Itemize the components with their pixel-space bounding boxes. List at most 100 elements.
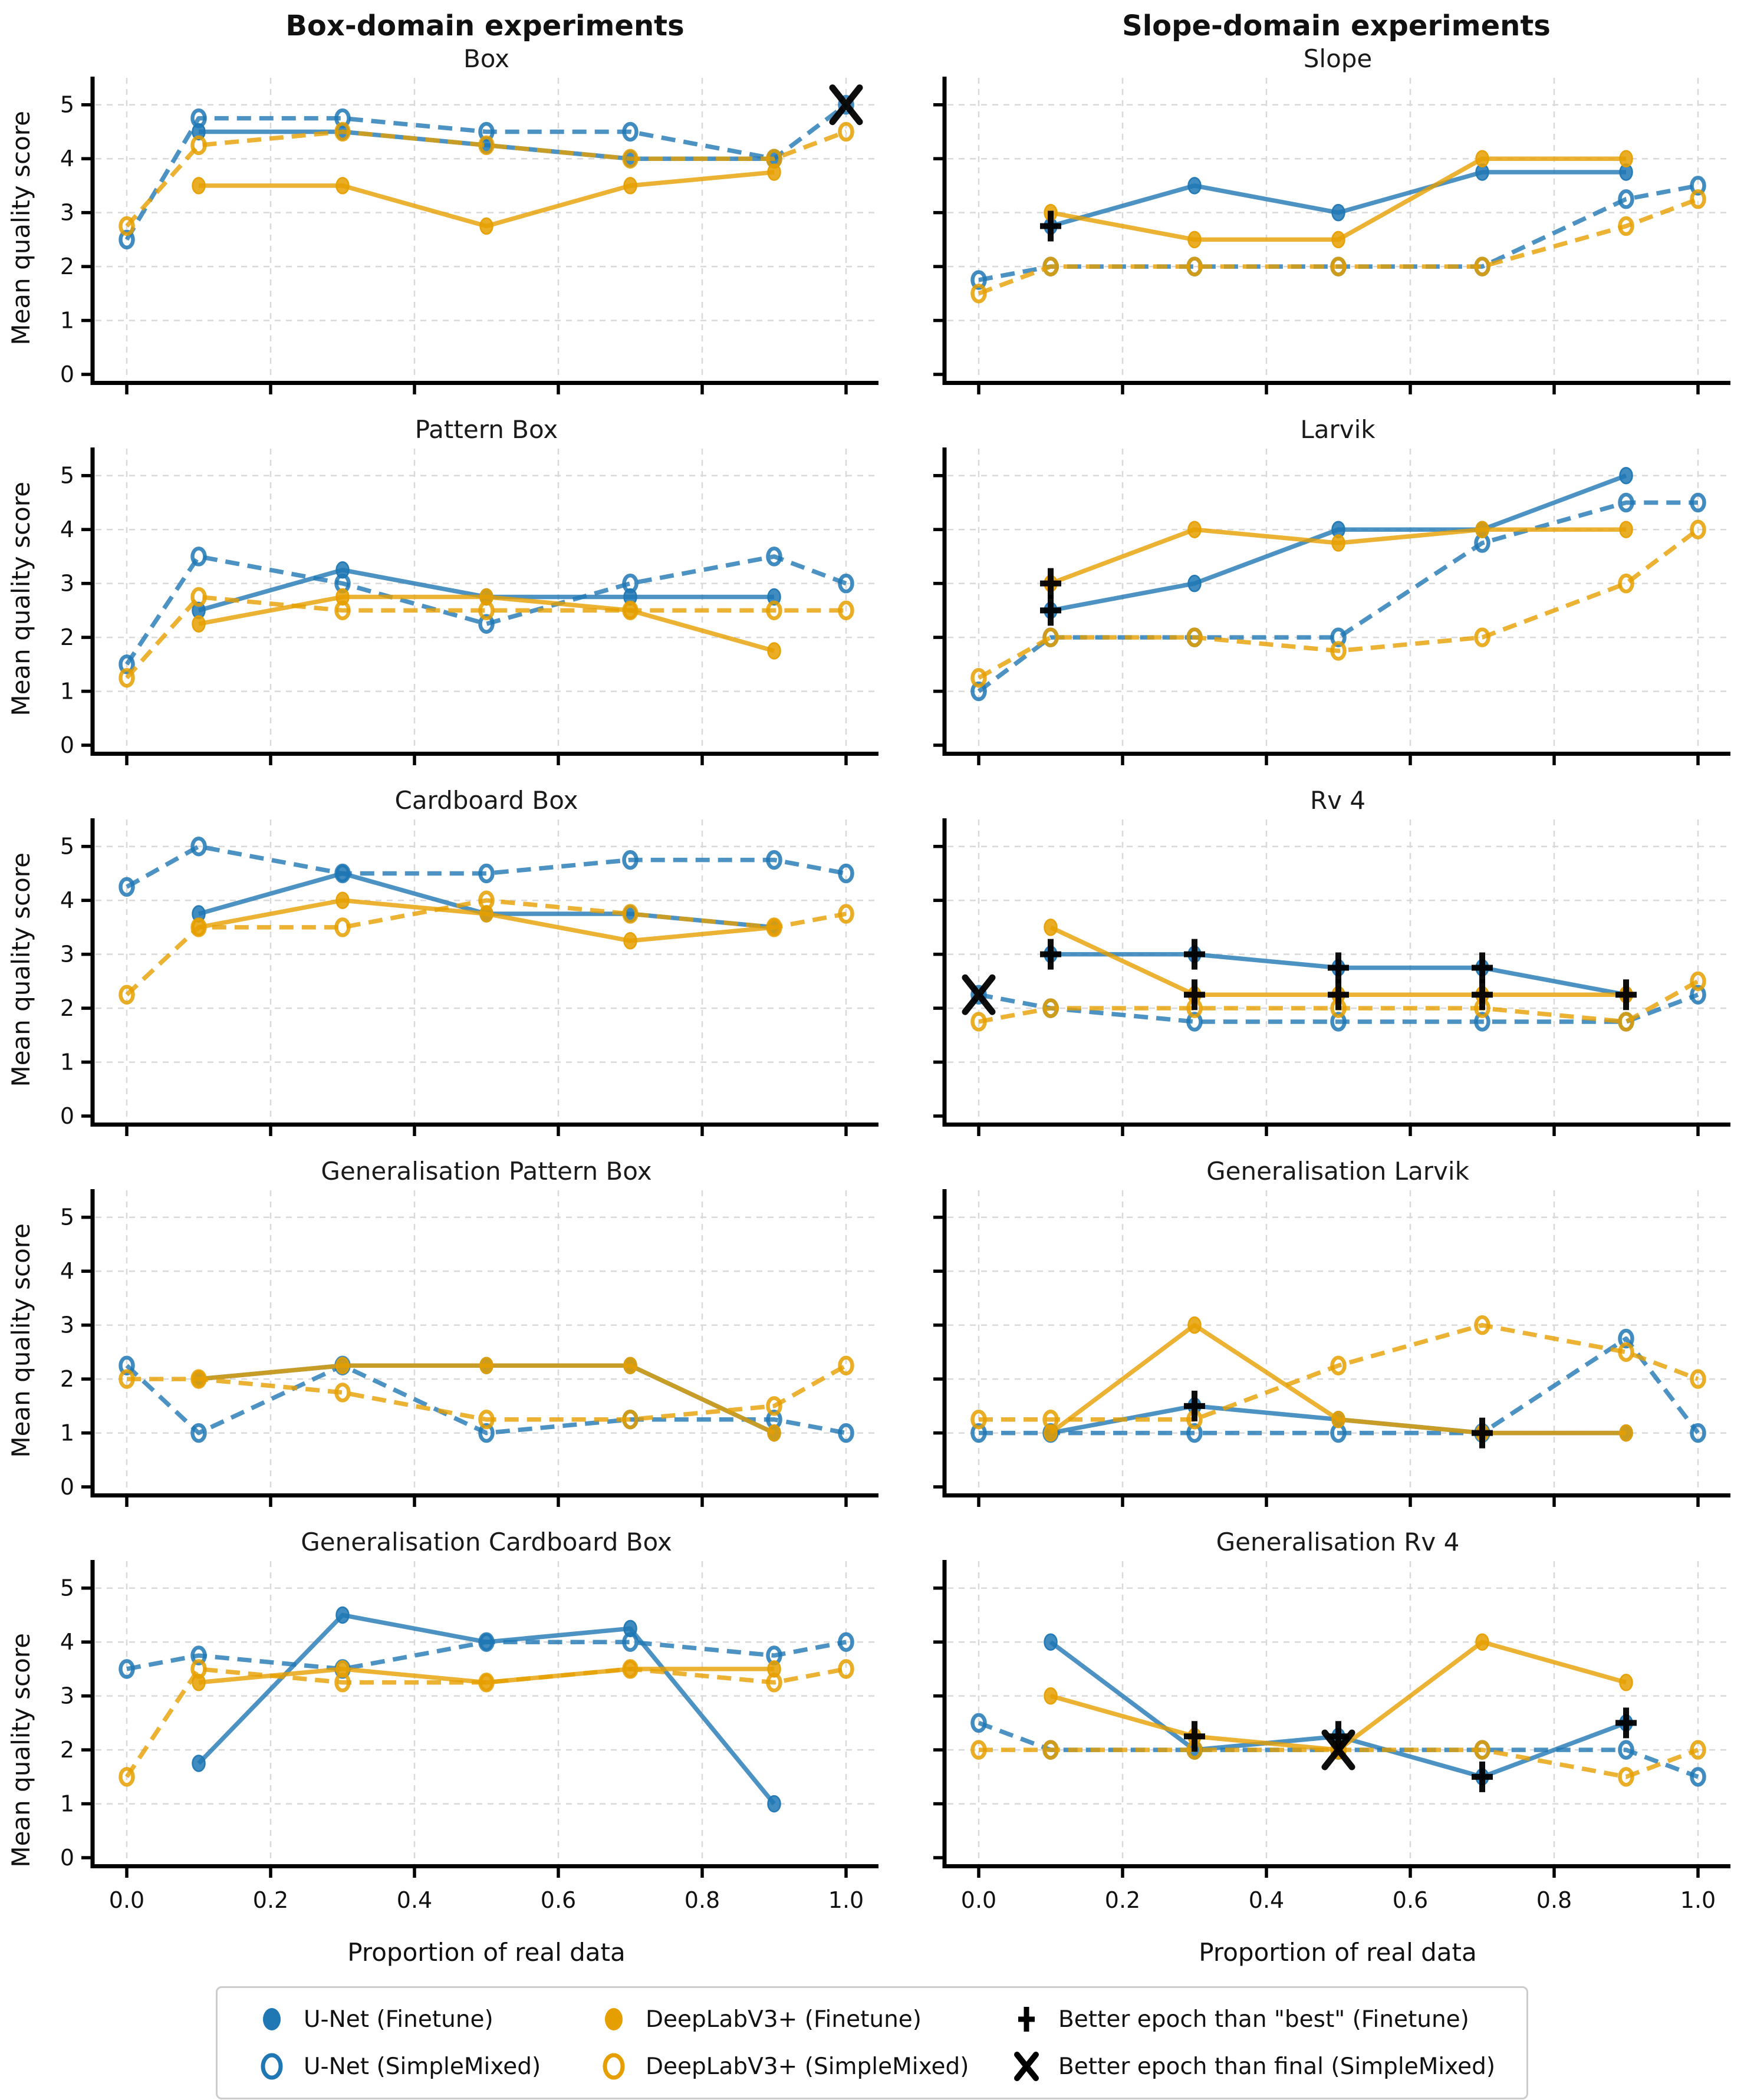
- column-title-slope-domain: Slope-domain experiments: [1122, 9, 1551, 42]
- column-title-box-domain: Box-domain experiments: [285, 9, 685, 42]
- y-axis-gutter: Mean quality score: [0, 413, 41, 784]
- y-axis-gutter: Mean quality score: [0, 42, 41, 413]
- svg-text:0.2: 0.2: [1105, 1887, 1140, 1913]
- svg-text:0: 0: [60, 361, 74, 387]
- legend-label: Better epoch than final (SimpleMixed): [1058, 2053, 1496, 2080]
- svg-text:0.0: 0.0: [109, 1887, 144, 1913]
- subplot-generalisation-rv-4: Generalisation Rv 4 0.0 0.2 0.4 0.6 0.8 1.0 P…: [893, 1526, 1744, 1974]
- svg-text:1: 1: [60, 679, 74, 705]
- svg-text:3: 3: [60, 942, 74, 967]
- svg-text:2: 2: [60, 624, 74, 650]
- subplot-cardboard-box: Cardboard Box 0 1 2 3 4 5: [41, 784, 893, 1155]
- legend-item: U-Net (Finetune): [253, 2002, 595, 2036]
- svg-text:2: 2: [60, 1737, 74, 1763]
- subplot-title-larvik: Larvik: [1300, 414, 1376, 444]
- svg-text:1: 1: [60, 1049, 74, 1075]
- legend-item: DeepLabV3+ (SimpleMixed): [595, 2049, 1008, 2083]
- svg-text:3: 3: [60, 200, 74, 226]
- svg-text:4: 4: [60, 1258, 74, 1284]
- figure-header: Box-domain experiments Slope-domain expe…: [0, 0, 1744, 42]
- subplot-title-generalisation-cardboard-box: Generalisation Cardboard Box: [301, 1527, 672, 1556]
- svg-text:5: 5: [60, 834, 74, 860]
- subplot-larvik: Larvik: [893, 413, 1744, 784]
- svg-text:5: 5: [60, 463, 74, 489]
- subplot-title-generalisation-rv-4: Generalisation Rv 4: [1216, 1527, 1460, 1556]
- subplot-title-generalisation-pattern-box: Generalisation Pattern Box: [321, 1156, 652, 1186]
- legend-marker-circle-filled-icon: [263, 2008, 281, 2030]
- subplot-title-slope: Slope: [1303, 44, 1373, 73]
- chart-box: 0 1 2 3 4 5: [60, 77, 878, 394]
- svg-text:0: 0: [60, 1474, 74, 1500]
- svg-text:0.4: 0.4: [1249, 1887, 1284, 1913]
- y-axis-gutter: Mean quality score: [0, 1526, 41, 1974]
- legend-label: DeepLabV3+ (Finetune): [646, 2006, 922, 2033]
- svg-text:0.8: 0.8: [1536, 1887, 1572, 1913]
- x-axis-label-right: Proportion of real data: [1199, 1938, 1477, 1967]
- chart-slope: [933, 77, 1730, 394]
- chart-rv-4: [933, 818, 1730, 1136]
- svg-text:4: 4: [60, 146, 74, 172]
- y-axis-gutter: Mean quality score: [0, 1155, 41, 1526]
- svg-text:2: 2: [60, 254, 74, 279]
- svg-text:5: 5: [60, 92, 74, 118]
- x-axis-label-left: Proportion of real data: [347, 1938, 626, 1967]
- legend-label: DeepLabV3+ (SimpleMixed): [646, 2053, 969, 2080]
- subplot-rv-4: Rv 4: [893, 784, 1744, 1155]
- svg-text:0.0: 0.0: [961, 1887, 996, 1913]
- svg-text:0.4: 0.4: [397, 1887, 432, 1913]
- svg-text:3: 3: [60, 1683, 74, 1709]
- subplot-generalisation-cardboard-box: Generalisation Cardboard Box 0 1 2 3 4 5 0.0 0.…: [41, 1526, 893, 1974]
- chart-generalisation-larvik: [933, 1189, 1730, 1507]
- svg-text:4: 4: [60, 516, 74, 542]
- svg-text:5: 5: [60, 1204, 74, 1230]
- legend-marker-circle-filled-icon: [605, 2008, 623, 2030]
- svg-text:5: 5: [60, 1575, 74, 1601]
- svg-text:3: 3: [60, 1312, 74, 1338]
- svg-text:1.0: 1.0: [1680, 1887, 1716, 1913]
- svg-text:0.8: 0.8: [685, 1887, 720, 1913]
- y-axis-label: Mean quality score: [6, 110, 35, 345]
- legend-marker-cross-icon: [1014, 2052, 1039, 2081]
- svg-text:0: 0: [60, 1845, 74, 1871]
- subplot-generalisation-pattern-box: Generalisation Pattern Box 0 1 2 3 4 5: [41, 1155, 893, 1526]
- legend-label: U-Net (Finetune): [304, 2006, 493, 2033]
- subplot-title-generalisation-larvik: Generalisation Larvik: [1206, 1156, 1469, 1186]
- y-axis-label: Mean quality score: [6, 1223, 35, 1458]
- y-axis-label: Mean quality score: [6, 481, 35, 716]
- subplot-title-box: Box: [463, 44, 510, 73]
- svg-text:4: 4: [60, 1629, 74, 1655]
- svg-text:0.6: 0.6: [541, 1887, 576, 1913]
- legend-item: Better epoch than final (SimpleMixed): [1008, 2049, 1515, 2083]
- subplot-title-cardboard-box: Cardboard Box: [394, 785, 578, 815]
- chart-pattern-box: 0 1 2 3 4 5: [60, 447, 878, 765]
- y-axis-gutter: Mean quality score: [0, 784, 41, 1155]
- svg-text:3: 3: [60, 571, 74, 597]
- svg-text:0.2: 0.2: [253, 1887, 288, 1913]
- legend-label: U-Net (SimpleMixed): [304, 2053, 541, 2080]
- legend-marker-circle-open-icon: [603, 2053, 625, 2080]
- row-1: Mean quality score Box 0 1 2 3 4 5 Slope: [0, 42, 1744, 413]
- svg-text:2: 2: [60, 995, 74, 1021]
- legend-label: Better epoch than "best" (Finetune): [1058, 2006, 1469, 2033]
- chart-generalisation-rv-4: 0.0 0.2 0.4 0.6 0.8 1.0: [933, 1560, 1730, 1913]
- legend-marker-plus-icon: [1018, 2007, 1035, 2032]
- y-axis-label: Mean quality score: [6, 852, 35, 1087]
- header-spacer: [0, 9, 41, 42]
- legend-marker-circle-open-icon: [261, 2053, 283, 2080]
- chart-cardboard-box: 0 1 2 3 4 5: [60, 818, 878, 1136]
- svg-text:0.6: 0.6: [1393, 1887, 1428, 1913]
- svg-text:1.0: 1.0: [828, 1887, 864, 1913]
- subplot-box: Box 0 1 2 3 4 5: [41, 42, 893, 413]
- subplot-pattern-box: Pattern Box 0 1 2 3 4 5: [41, 413, 893, 784]
- legend: U-Net (Finetune) DeepLabV3+ (Finetune) Bet…: [216, 1986, 1528, 2099]
- row-4: Mean quality score Generalisation Patter…: [0, 1155, 1744, 1526]
- svg-text:0: 0: [60, 732, 74, 758]
- svg-text:2: 2: [60, 1366, 74, 1392]
- y-axis-label: Mean quality score: [6, 1632, 35, 1868]
- svg-text:1: 1: [60, 1791, 74, 1817]
- chart-generalisation-pattern-box: 0 1 2 3 4 5: [60, 1189, 878, 1507]
- legend-item: Better epoch than "best" (Finetune): [1008, 2002, 1515, 2036]
- subplot-slope: Slope: [893, 42, 1744, 413]
- svg-text:4: 4: [60, 887, 74, 913]
- subplot-generalisation-larvik: Generalisation Larvik: [893, 1155, 1744, 1526]
